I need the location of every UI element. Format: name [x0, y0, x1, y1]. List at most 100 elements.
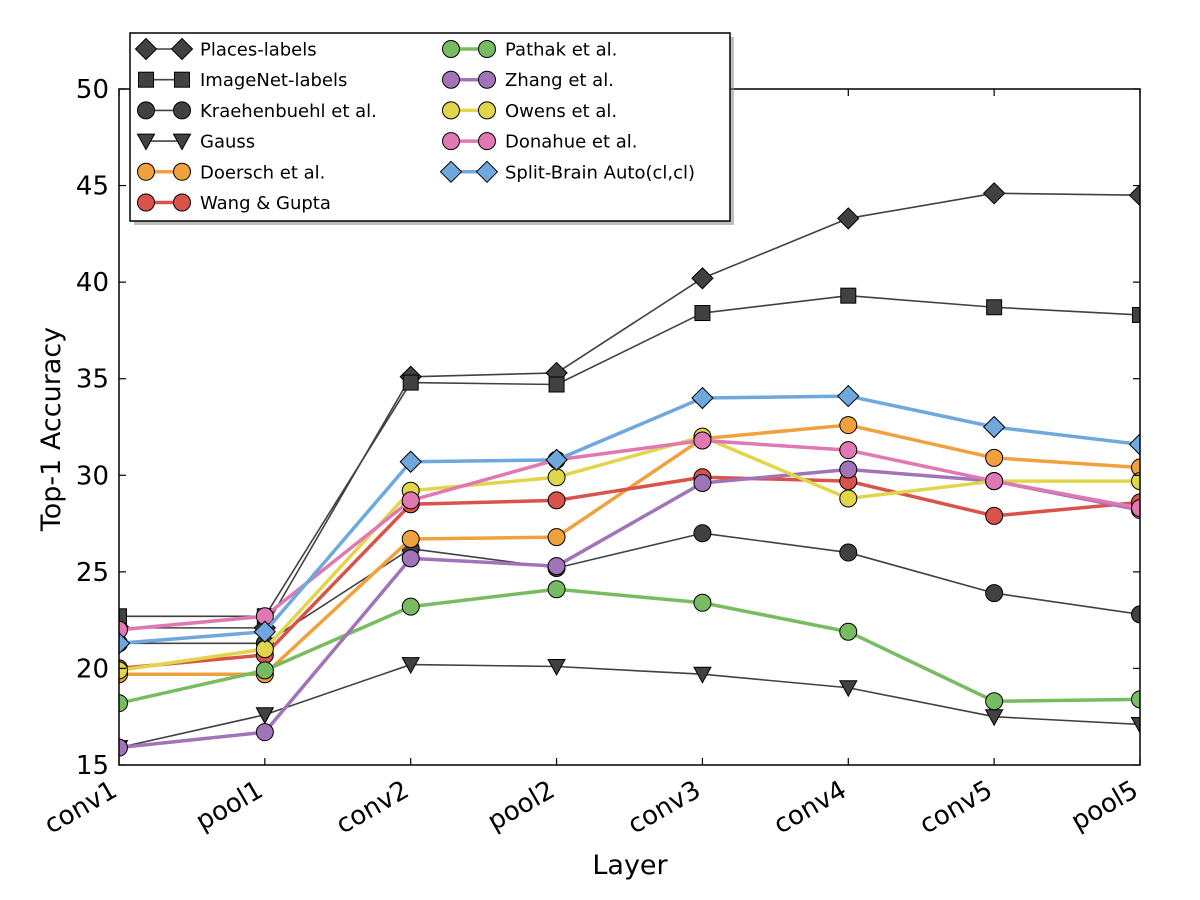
legend-marker — [136, 133, 156, 151]
legend-marker — [173, 193, 191, 212]
data-point-split-brain-auto-cl-cl-conv1 — [119, 632, 131, 655]
legend-marker — [170, 37, 194, 61]
legend-item-pathak-et-al: Pathak et al. — [442, 40, 617, 61]
series-line — [119, 294, 1140, 618]
legend-item-owens-et-al: Owens et al. — [442, 101, 617, 122]
series-line — [119, 663, 1140, 749]
legend-marker — [173, 162, 191, 181]
data-point-gauss-pool2 — [547, 658, 566, 677]
y-tick-label: 50 — [76, 75, 109, 105]
legend-marker — [442, 101, 460, 120]
legend-marker — [442, 132, 460, 151]
legend-marker — [478, 132, 496, 151]
legend-marker — [478, 101, 496, 120]
data-point-kraehenbuehl-et-al-conv4 — [839, 543, 858, 562]
data-point-wang-gupta-pool2 — [547, 491, 566, 510]
legend-label: Wang & Gupta — [200, 193, 331, 214]
data-point-wang-gupta-conv5 — [985, 506, 1004, 525]
data-point-kraehenbuehl-et-al-pool5 — [1131, 605, 1140, 624]
data-point-zhang-et-al-conv1 — [119, 738, 128, 757]
legend-marker — [137, 193, 155, 212]
x-tick-label: conv3 — [623, 775, 706, 840]
data-point-pathak-et-al-pool5 — [1131, 690, 1140, 709]
data-point-split-brain-auto-cl-cl-pool5 — [1128, 433, 1140, 456]
legend-label: Kraehenbuehl et al. — [200, 101, 377, 122]
series-line — [119, 475, 1140, 671]
legend-item-split-brain-auto-cl-cl: Split-Brain Auto(cl,cl) — [439, 160, 695, 184]
legend-marker — [137, 162, 155, 181]
data-point-gauss-conv2 — [401, 657, 421, 675]
data-point-pathak-et-al-conv2 — [401, 597, 420, 616]
data-point-gauss-pool1 — [255, 707, 275, 725]
y-axis-label: Top-1 Accuracy — [36, 327, 67, 532]
series-line — [119, 394, 1140, 646]
legend-item-doersch-et-al: Doersch et al. — [137, 162, 325, 183]
data-point-places-labels-pool5 — [1128, 184, 1140, 207]
legend-label: Pathak et al. — [505, 40, 617, 61]
legend-label: Donahue et al. — [505, 132, 638, 153]
data-point-donahue-et-al-pool5 — [1131, 499, 1140, 518]
data-point-donahue-et-al-conv5 — [985, 472, 1004, 491]
data-point-owens-et-al-pool5 — [1131, 472, 1140, 491]
series-pathak-et-al — [119, 580, 1140, 713]
legend-label: Places-labels — [200, 40, 317, 61]
data-point-pathak-et-al-conv4 — [839, 622, 858, 641]
data-point-kraehenbuehl-et-al-conv3 — [693, 524, 712, 543]
data-point-owens-et-al-pool2 — [547, 468, 566, 487]
x-tick-label: pool5 — [1066, 775, 1143, 837]
data-point-doersch-et-al-conv4 — [839, 416, 858, 435]
legend-item-zhang-et-al: Zhang et al. — [442, 70, 614, 91]
series-line — [119, 467, 1140, 750]
series-line — [119, 192, 1140, 629]
data-point-donahue-et-al-conv1 — [119, 620, 128, 639]
legend-marker — [134, 37, 158, 61]
data-point-zhang-et-al-pool1 — [255, 723, 274, 742]
legend-item-places-labels: Places-labels — [134, 37, 317, 61]
data-point-pathak-et-al-pool2 — [547, 580, 566, 599]
y-tick-label: 40 — [76, 268, 109, 298]
data-point-owens-et-al-conv1 — [119, 661, 128, 680]
data-point-zhang-et-al-pool2 — [547, 557, 566, 576]
legend-marker — [475, 160, 499, 184]
y-tick-label: 15 — [76, 751, 109, 781]
series-line — [119, 438, 1140, 632]
x-tick-label: pool2 — [483, 775, 560, 837]
data-point-split-brain-auto-cl-cl-conv5 — [982, 415, 1006, 439]
data-point-zhang-et-al-conv2 — [401, 549, 420, 568]
data-point-gauss-conv4 — [838, 680, 858, 698]
data-point-zhang-et-al-conv4 — [839, 460, 858, 479]
legend: Places-labels ImageNet-labels Kraehenbuehl… — [129, 32, 734, 225]
plot-area — [119, 182, 1140, 758]
data-point-pathak-et-al-conv5 — [985, 692, 1004, 711]
data-point-imagenet-labels-pool2 — [548, 376, 565, 393]
data-point-zhang-et-al-conv3 — [693, 474, 712, 493]
data-point-donahue-et-al-conv2 — [401, 491, 420, 510]
data-point-imagenet-labels-conv3 — [694, 305, 711, 322]
data-point-imagenet-labels-conv4 — [840, 287, 857, 304]
data-point-kraehenbuehl-et-al-conv5 — [985, 584, 1004, 603]
legend-marker — [172, 133, 192, 151]
legend-item-wang-gupta: Wang & Gupta — [137, 193, 331, 214]
data-point-split-brain-auto-cl-cl-conv3 — [691, 386, 714, 410]
data-point-gauss-pool5 — [1130, 716, 1140, 734]
legend-label: Owens et al. — [505, 101, 617, 122]
data-point-owens-et-al-pool1 — [255, 640, 274, 659]
data-point-donahue-et-al-conv4 — [839, 441, 858, 460]
data-point-pathak-et-al-pool1 — [255, 661, 274, 680]
legend-item-kraehenbuehl-et-al: Kraehenbuehl et al. — [137, 101, 377, 122]
legend-marker — [478, 40, 496, 58]
legend-item-gauss: Gauss — [136, 132, 255, 153]
legend-label: Doersch et al. — [200, 162, 325, 183]
x-tick-label: pool1 — [191, 775, 268, 837]
data-point-places-labels-conv3 — [691, 267, 714, 290]
legend-box — [129, 32, 731, 222]
x-tick-label: conv1 — [39, 775, 122, 840]
data-point-imagenet-labels-conv5 — [986, 299, 1003, 316]
legend-marker — [173, 101, 191, 120]
series-split-brain-auto-cl-cl — [119, 384, 1140, 655]
data-point-doersch-et-al-pool2 — [547, 528, 566, 547]
data-point-pathak-et-al-conv3 — [693, 593, 712, 612]
legend-item-donahue-et-al: Donahue et al. — [442, 132, 638, 153]
data-point-donahue-et-al-conv3 — [693, 431, 712, 450]
